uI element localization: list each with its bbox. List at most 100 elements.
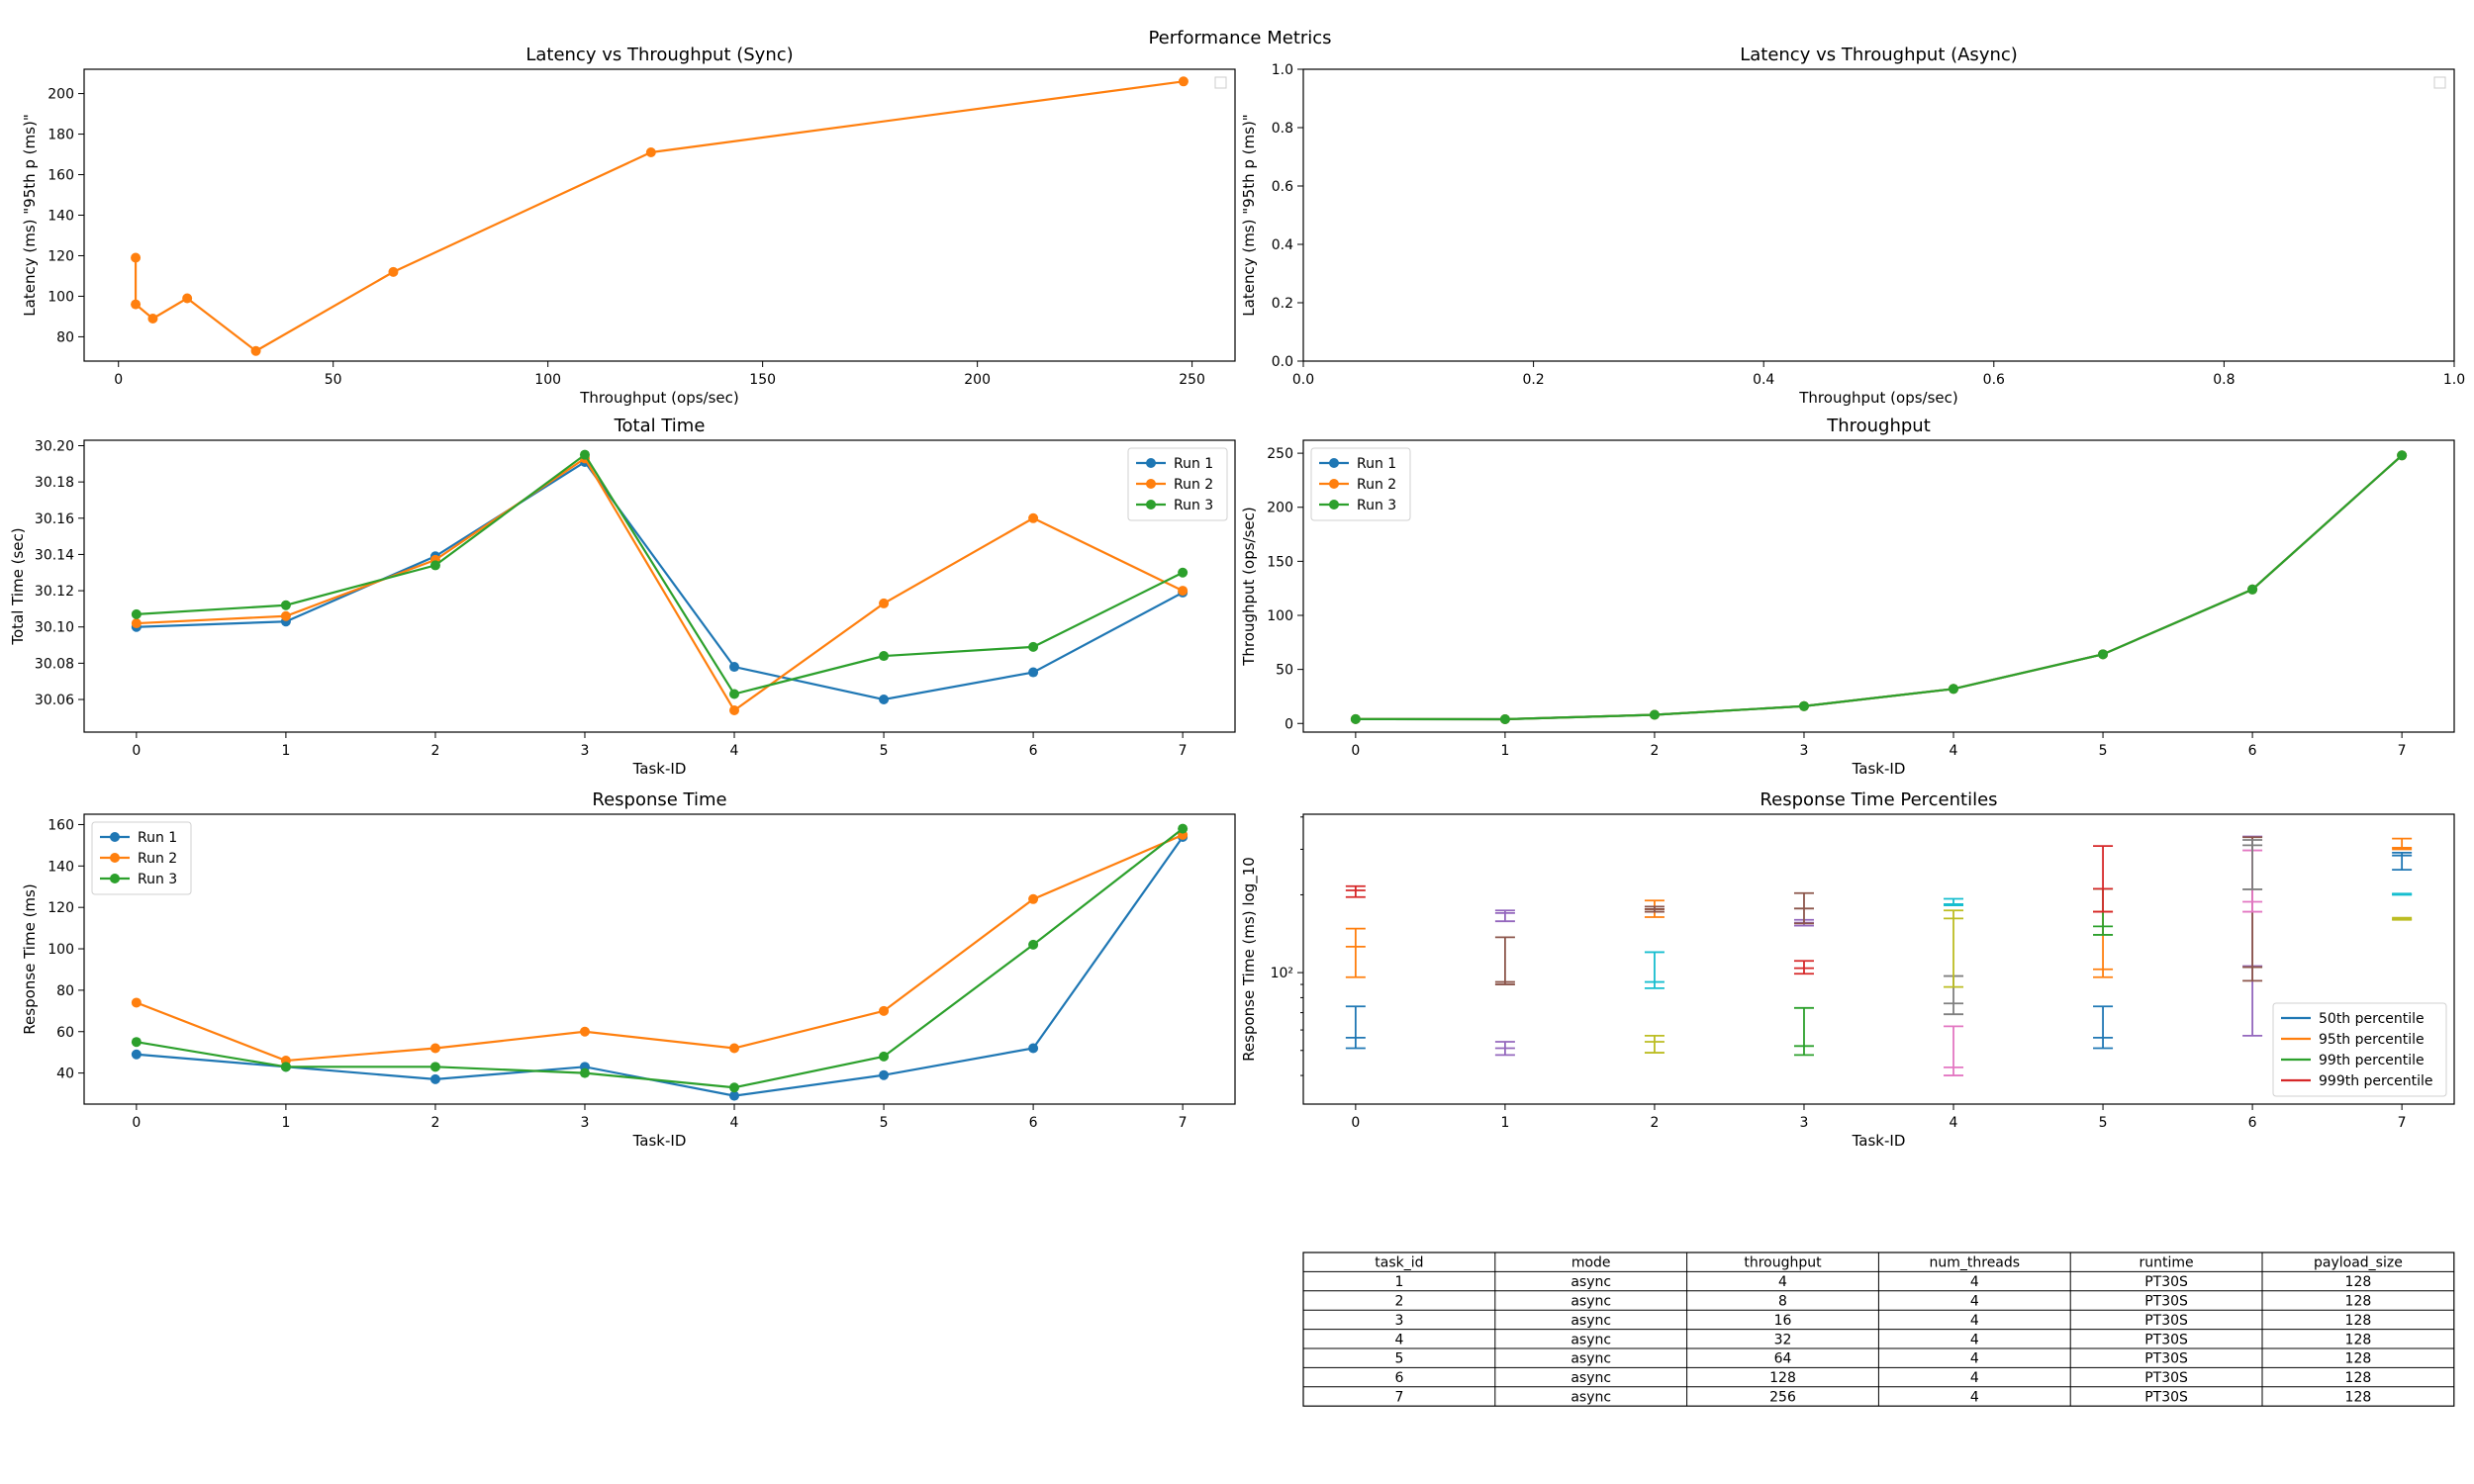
plot-frame xyxy=(83,813,1236,1105)
data-point xyxy=(729,1082,740,1093)
data-point xyxy=(1028,893,1039,904)
legend-label: 999th percentile xyxy=(2319,1073,2433,1089)
table-cell: 5 xyxy=(1394,1351,1403,1367)
data-point xyxy=(879,598,890,608)
table-cell: async xyxy=(1570,1274,1611,1290)
series-run-3 xyxy=(131,449,1189,699)
x-tick-label: 7 xyxy=(2398,743,2407,759)
error-bar xyxy=(1494,1041,1515,1057)
data-point xyxy=(1028,667,1039,678)
chart-title: Latency vs Throughput (Async) xyxy=(1740,45,2018,65)
legend-label: Run 1 xyxy=(1174,456,1213,472)
legend-entry: Run 2 xyxy=(1136,477,1213,493)
legend: Run 1 Run 2 Run 3 xyxy=(1310,447,1411,521)
x-tick-label: 3 xyxy=(1800,1115,1809,1131)
table-cell: async xyxy=(1570,1390,1611,1406)
error-bar xyxy=(1644,1034,1665,1054)
x-tick-label: 1 xyxy=(281,743,290,759)
table-cell: PT30S xyxy=(2144,1370,2188,1386)
x-tick-label: 5 xyxy=(880,743,889,759)
x-tick-label: 2 xyxy=(430,743,439,759)
error-bar xyxy=(2392,852,2413,872)
legend-marker xyxy=(1146,500,1156,510)
x-tick-label: 5 xyxy=(2099,1115,2108,1131)
y-tick-label: 30.10 xyxy=(35,620,74,636)
legend-entry: 999th percentile xyxy=(2281,1073,2433,1089)
chart-title: Latency vs Throughput (Sync) xyxy=(525,45,793,65)
x-tick-label: 3 xyxy=(581,1115,590,1131)
x-axis-label: Task-ID xyxy=(632,1132,687,1150)
y-tick-label: 30.18 xyxy=(35,475,74,491)
table-cell: PT30S xyxy=(2144,1351,2188,1367)
chart-response: Response Time Task-ID Response Time (ms) 0 1… xyxy=(21,789,1236,1150)
y-tick-label: 80 xyxy=(56,329,74,345)
error-bar xyxy=(1345,927,1366,978)
x-tick-label: 5 xyxy=(880,1115,889,1131)
legend-label: Run 2 xyxy=(138,851,177,867)
legend-marker xyxy=(1329,458,1339,468)
data-point xyxy=(579,449,590,460)
legend-label: Run 3 xyxy=(138,872,177,887)
table-row: 1 async 4 4 PT30S 128 xyxy=(1394,1274,2371,1290)
error-bar xyxy=(1494,909,1515,923)
data-point xyxy=(729,1090,740,1101)
legend-label: Run 1 xyxy=(138,830,177,846)
x-tick-label: 50 xyxy=(325,372,342,388)
error-bar xyxy=(1944,909,1964,988)
series-run-3 xyxy=(131,823,1189,1093)
data-point xyxy=(131,1049,142,1060)
legend-entry: Run 2 xyxy=(100,851,177,867)
y-axis-label: Response Time (ms) xyxy=(21,883,39,1034)
data-point xyxy=(429,1043,440,1054)
table-cell: 8 xyxy=(1778,1294,1787,1310)
y-tick-label: 80 xyxy=(56,983,74,999)
x-tick-label: 0 xyxy=(1351,743,1360,759)
data-point xyxy=(429,1062,440,1072)
x-tick-label: 2 xyxy=(1650,1115,1659,1131)
chart-sync: Latency vs Throughput (Sync) Throughput (… xyxy=(21,45,1236,407)
y-tick-label: 200 xyxy=(1267,501,1293,516)
data-point xyxy=(280,1062,291,1072)
data-point xyxy=(1649,709,1660,720)
table-cell: PT30S xyxy=(2144,1332,2188,1347)
series-run-2 xyxy=(131,453,1189,716)
data-point xyxy=(879,1051,890,1062)
x-tick-label: 200 xyxy=(964,372,991,388)
data-point xyxy=(250,345,261,356)
table-header-cell: runtime xyxy=(2140,1255,2194,1271)
table-cell: 128 xyxy=(2345,1294,2372,1310)
x-tick-label: 0.0 xyxy=(1292,372,1314,388)
table-cell: 2 xyxy=(1394,1294,1403,1310)
y-tick-label: 160 xyxy=(48,168,74,184)
data-point xyxy=(131,997,142,1008)
x-tick-label: 4 xyxy=(730,1115,739,1131)
x-tick-label: 0.8 xyxy=(2213,372,2235,388)
table-row: 5 async 64 4 PT30S 128 xyxy=(1394,1351,2371,1367)
table-row: 3 async 16 4 PT30S 128 xyxy=(1394,1313,2371,1329)
table-row: 2 async 8 4 PT30S 128 xyxy=(1394,1294,2371,1310)
error-bar xyxy=(1644,905,1665,913)
table-header-cell: throughput xyxy=(1744,1255,1822,1271)
table-cell: 7 xyxy=(1394,1390,1403,1406)
x-tick-label: 1 xyxy=(1500,1115,1509,1131)
y-tick-label: 120 xyxy=(48,248,74,264)
series-line xyxy=(136,456,1184,712)
legend-entry: Run 3 xyxy=(1319,498,1396,513)
x-tick-label: 0.2 xyxy=(1522,372,1544,388)
data-point xyxy=(131,252,142,263)
y-tick-label: 140 xyxy=(48,859,74,875)
x-axis-label: Throughput (ops/sec) xyxy=(1798,389,1957,407)
data-point xyxy=(131,299,142,310)
error-bar xyxy=(2093,845,2114,913)
table-header-cell: payload_size xyxy=(2314,1255,2403,1271)
table-cell: 4 xyxy=(1970,1370,1979,1386)
y-tick-label: 0.4 xyxy=(1272,237,1293,253)
y-tick-label: 30.08 xyxy=(35,656,74,672)
table-cell: PT30S xyxy=(2144,1313,2188,1329)
legend-entry: Run 3 xyxy=(100,872,177,887)
x-tick-label: 6 xyxy=(1029,1115,1038,1131)
y-tick-label: 180 xyxy=(48,128,74,143)
y-tick-label: 0.0 xyxy=(1272,354,1293,370)
x-tick-label: 6 xyxy=(2248,743,2257,759)
table-cell: 128 xyxy=(2345,1274,2372,1290)
